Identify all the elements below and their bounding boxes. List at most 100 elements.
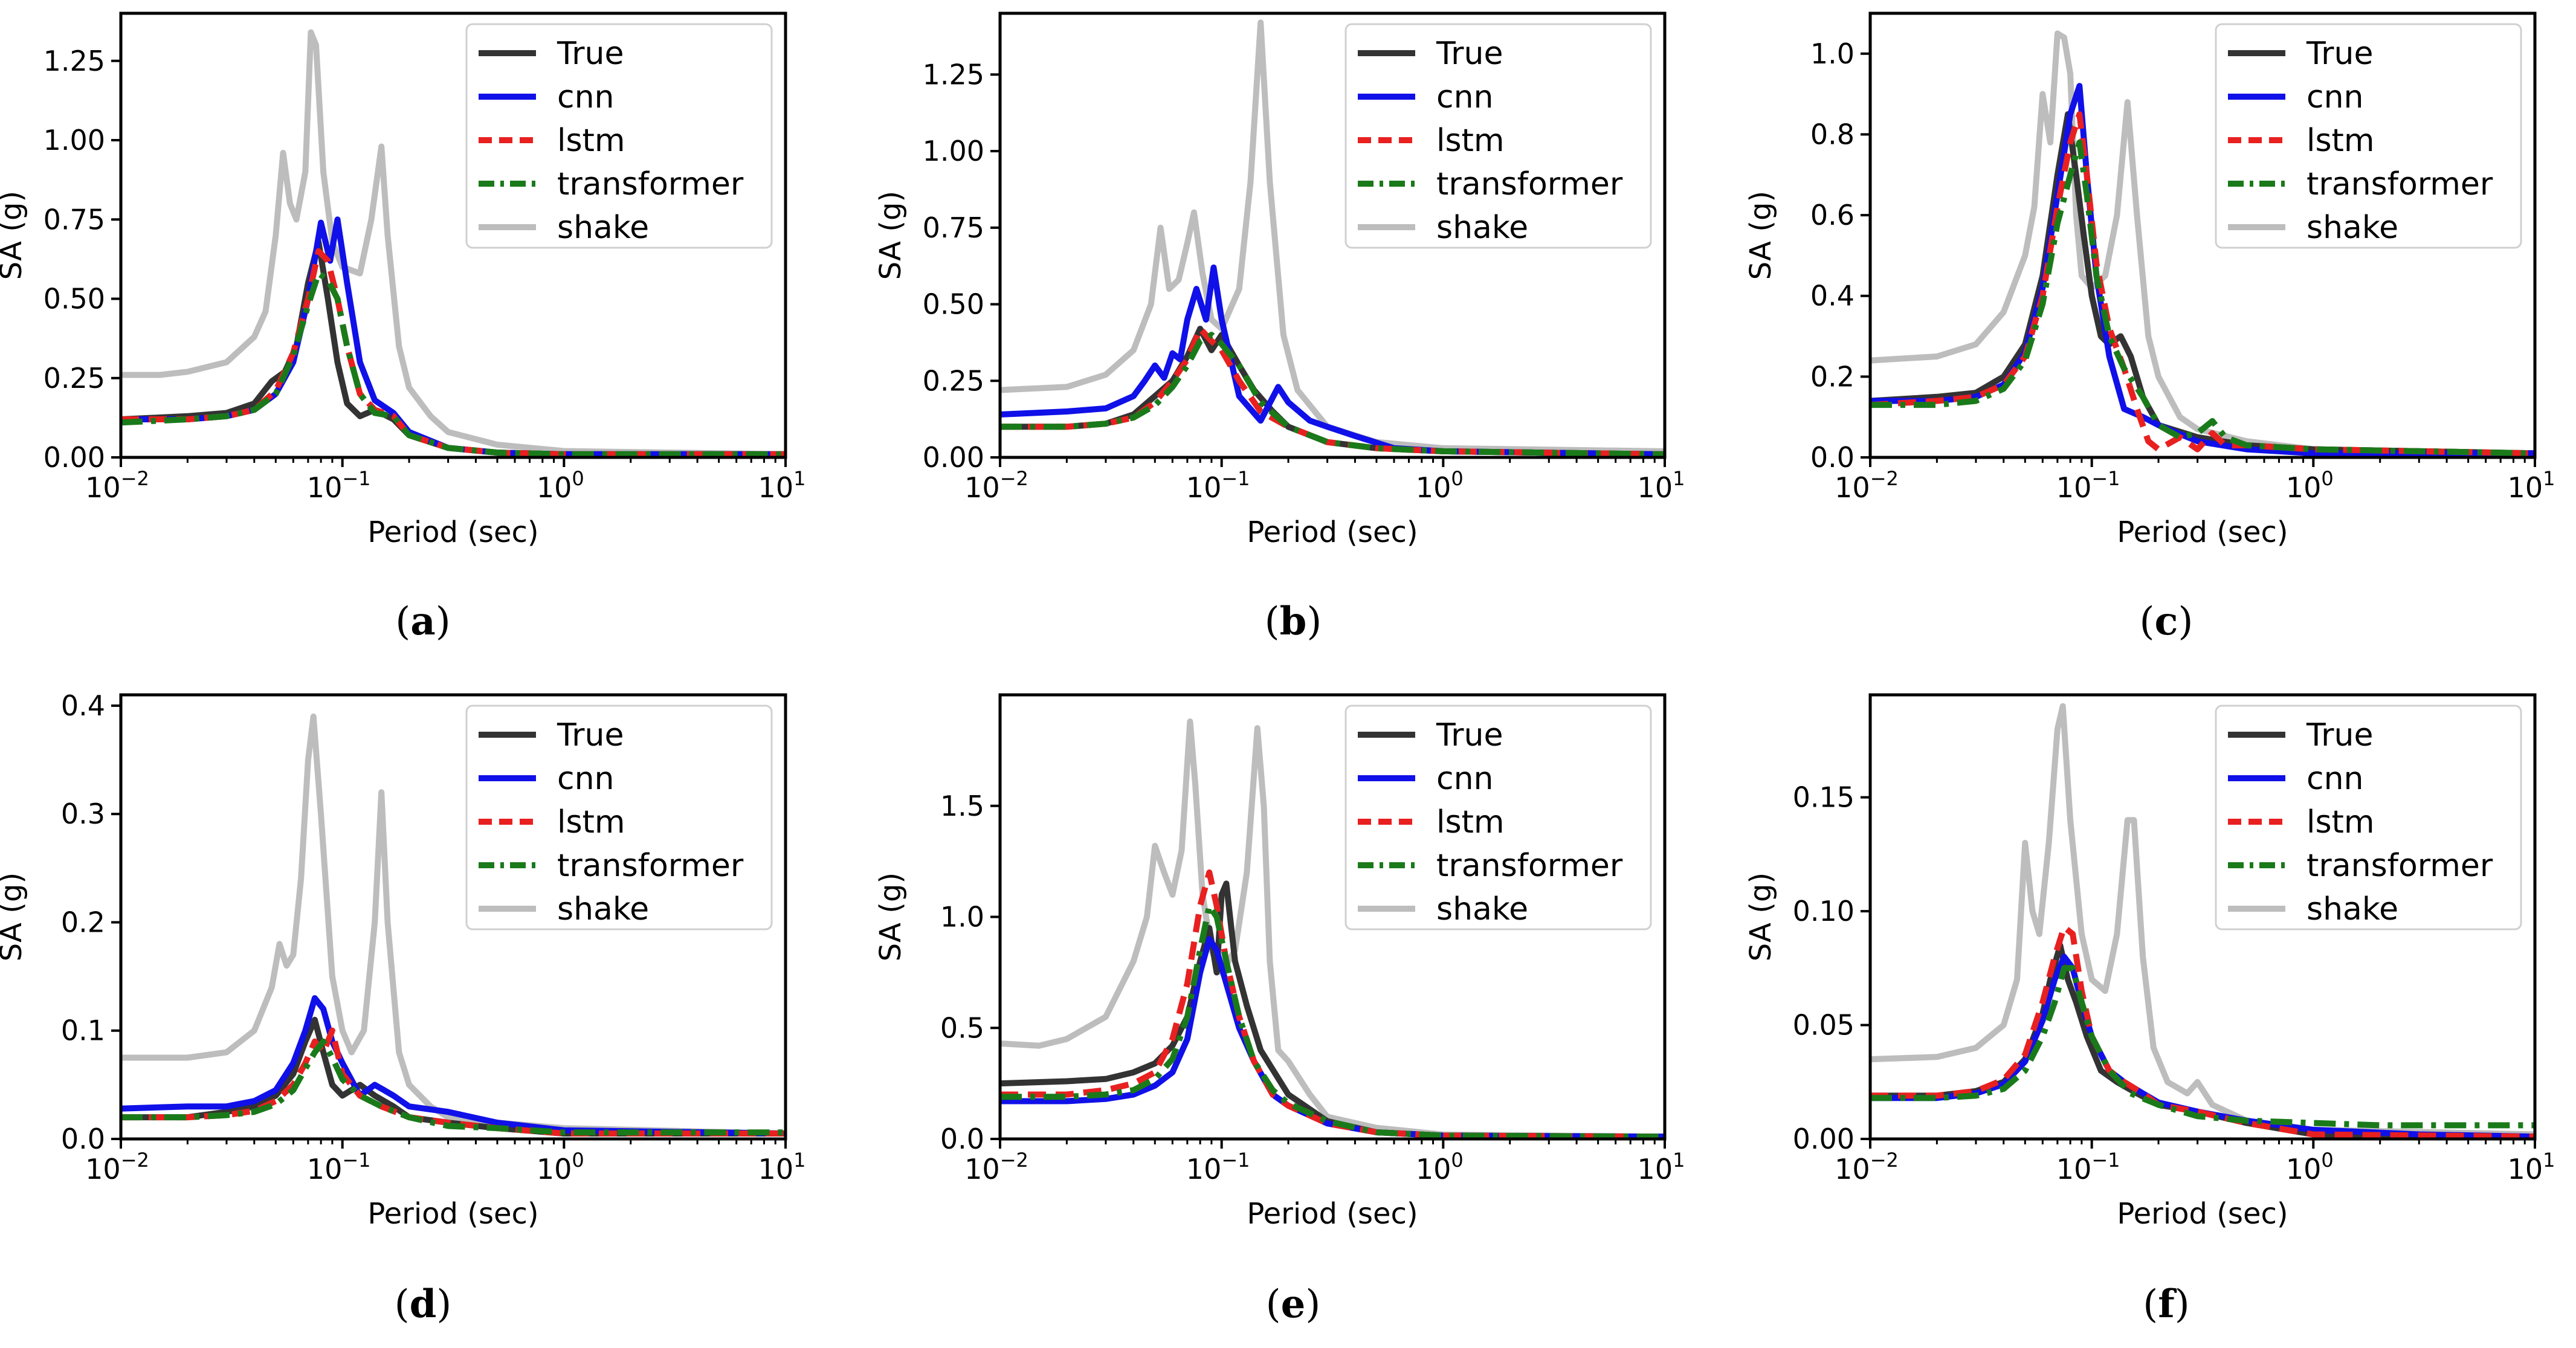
y-tick-label: 0.6 — [1810, 199, 1855, 231]
series-line-lstm — [1000, 869, 1665, 1139]
legend: True cnn lstm transformer shake — [1344, 705, 1652, 930]
series-line-cnn — [121, 995, 786, 1137]
y-tick-label: 0.0 — [1810, 441, 1855, 474]
series-line-lstm — [121, 248, 786, 457]
y-tick-label: 1.0 — [940, 901, 984, 934]
legend-label-lstm: lstm — [557, 123, 625, 159]
plot-frame — [119, 693, 787, 1141]
chart-panel-f: 0.00 0.05 0.10 0.15 10−2 10−1 100 101 Period (se… — [1744, 693, 2555, 1327]
chart-panel-d: 0.0 0.1 0.2 0.3 0.4 10−2 10−1 100 101 Period (sec… — [0, 689, 805, 1327]
x-tick-label: 101 — [2508, 1149, 2555, 1185]
y-tick-label: 0.8 — [1810, 118, 1855, 150]
y-tick-label: 0.75 — [923, 211, 984, 244]
x-tick-label: 101 — [758, 1149, 806, 1185]
plot-frame — [1868, 693, 2537, 1141]
series-line-lstm — [1870, 924, 2535, 1139]
legend-label-shake: shake — [1436, 891, 1528, 927]
series-line-true — [1000, 326, 1665, 457]
x-tick-label: 10−1 — [307, 467, 371, 504]
y-tick-label: 0.50 — [923, 288, 984, 321]
legend: True cnn lstm transformer shake — [465, 23, 773, 249]
legend-label-cnn: cnn — [1436, 79, 1494, 115]
y-tick-label: 0.2 — [1810, 360, 1855, 393]
y-tick-label: 0.15 — [1793, 781, 1855, 814]
x-tick-label: 100 — [1416, 467, 1464, 504]
legend-label-cnn: cnn — [2306, 79, 2364, 115]
x-tick-label: 10−2 — [1835, 467, 1899, 504]
y-axis-label: SA (g) — [0, 872, 28, 961]
x-axis-label: Period (sec) — [1247, 1197, 1418, 1231]
series-group — [1000, 718, 1665, 1139]
y-tick-label: 1.25 — [44, 45, 105, 77]
y-tick-label: 0.10 — [1793, 895, 1855, 927]
y-tick-label: 1.00 — [923, 135, 984, 167]
legend-label-transformer: transformer — [1436, 166, 1623, 202]
x-axis-label: Period (sec) — [2117, 515, 2288, 549]
legend-label-transformer: transformer — [557, 166, 744, 202]
x-tick-label: 100 — [2286, 467, 2334, 504]
legend-box — [2215, 23, 2522, 249]
series-group — [121, 713, 786, 1137]
y-tick-label: 1.25 — [923, 58, 984, 91]
series-line-cnn — [1000, 936, 1665, 1139]
legend-label-lstm: lstm — [1436, 123, 1505, 159]
series-group — [1870, 703, 2535, 1139]
legend: True cnn lstm transformer shake — [1344, 23, 1652, 249]
y-axis-label: SA (g) — [1744, 191, 1778, 280]
plot-frame — [998, 11, 1667, 459]
y-axis-label: SA (g) — [1744, 872, 1778, 961]
legend-label-transformer: transformer — [557, 848, 744, 884]
panel-label: (f) — [2143, 1282, 2189, 1327]
chart-panel-e: 0.0 0.5 1.0 1.5 10−2 10−1 100 101 Period (sec) SA… — [874, 693, 1685, 1327]
plot-frame — [1868, 11, 2537, 459]
legend-label-lstm: lstm — [2306, 804, 2375, 840]
x-axis-label: Period (sec) — [1247, 515, 1418, 549]
y-tick-label: 0.75 — [44, 203, 105, 236]
legend-box — [1344, 705, 1652, 930]
series-line-shake — [121, 29, 786, 457]
y-tick-label: 0.25 — [923, 364, 984, 397]
y-tick-label: 0.25 — [44, 362, 105, 395]
series-line-true — [121, 239, 786, 457]
legend-label-true: True — [2306, 36, 2373, 72]
y-tick-label: 0.00 — [923, 441, 984, 474]
series-line-transformer — [1000, 903, 1665, 1139]
series-line-shake — [1000, 19, 1665, 454]
y-axis-label: SA (g) — [0, 191, 28, 280]
y-tick-label: 0.4 — [61, 689, 105, 722]
series-line-lstm — [1000, 326, 1665, 457]
y-axis-label: SA (g) — [874, 872, 908, 961]
x-tick-label: 10−2 — [1835, 1149, 1899, 1185]
legend-label-lstm: lstm — [557, 804, 625, 840]
legend-label-shake: shake — [2306, 210, 2398, 246]
chart-panel-b: 0.00 0.25 0.50 0.75 1.00 1.25 10−2 10−1 100 101 Pe… — [874, 11, 1685, 644]
x-tick-label: 10−1 — [2056, 467, 2120, 504]
series-line-lstm — [1870, 111, 2535, 457]
y-tick-label: 0.0 — [940, 1123, 984, 1155]
legend-label-true: True — [1436, 717, 1503, 753]
legend-box — [465, 23, 773, 249]
x-axis-label: Period (sec) — [2117, 1197, 2288, 1231]
legend-box — [1344, 23, 1652, 249]
y-tick-label: 0.5 — [940, 1011, 984, 1044]
panel-label: (a) — [395, 599, 450, 644]
legend-box — [465, 705, 773, 930]
x-tick-label: 10−1 — [307, 1149, 371, 1185]
legend-label-true: True — [557, 36, 624, 72]
series-line-transformer — [121, 270, 786, 457]
y-tick-label: 0.0 — [61, 1123, 105, 1155]
x-tick-label: 10−2 — [85, 467, 149, 504]
series-line-transformer — [121, 1038, 786, 1136]
legend-label-transformer: transformer — [2306, 166, 2493, 202]
chart-panel-a: 0.00 0.25 0.50 0.75 1.00 1.25 10−2 10−1 100 101 Pe… — [0, 11, 805, 644]
y-tick-label: 1.0 — [1810, 37, 1855, 70]
x-tick-label: 100 — [537, 467, 584, 504]
x-tick-label: 10−1 — [2056, 1149, 2120, 1185]
y-tick-label: 0.4 — [1810, 280, 1855, 312]
series-line-shake — [1870, 703, 2535, 1138]
legend-label-cnn: cnn — [2306, 761, 2364, 797]
panel-label: (e) — [1266, 1282, 1321, 1327]
y-tick-label: 0.00 — [1793, 1123, 1855, 1155]
y-tick-label: 0.50 — [44, 283, 105, 315]
